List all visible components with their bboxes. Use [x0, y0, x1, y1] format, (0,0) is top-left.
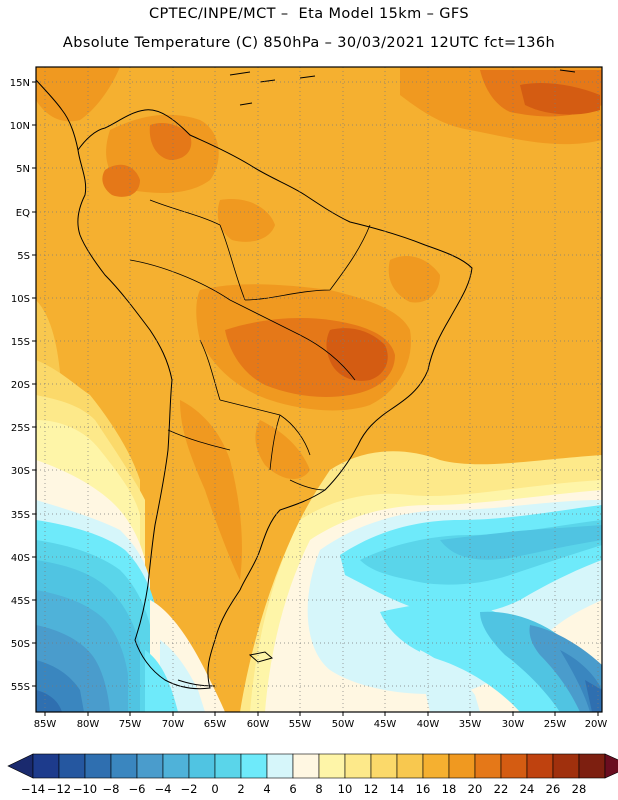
latitude-labels: 15N 10N 5N EQ 5S 10S 15S 20S 25S 30S 35S… [10, 78, 30, 693]
lat-label: EQ [16, 208, 30, 219]
lat-label: 10N [10, 121, 30, 132]
caribbean-islands [229, 69, 576, 106]
colorbar-label: −8 [103, 782, 120, 796]
colorbar-label: 26 [546, 782, 561, 796]
lat-label: 50S [11, 639, 30, 650]
lat-label: 40S [11, 553, 30, 564]
lon-label: 35W [459, 719, 482, 730]
lat-label: 5N [16, 164, 30, 175]
colorbar-swatch [474, 753, 502, 779]
colorbar-label: −6 [129, 782, 146, 796]
colorbar-label: 10 [338, 782, 353, 796]
colorbar-swatch [58, 753, 86, 779]
tierra-del-fuego [177, 679, 216, 687]
colorbar-max-arrow [604, 753, 618, 779]
longitude-labels: 85W 80W 75W 70W 65W 60W 55W 50W 45W 40W … [34, 719, 608, 730]
colorbar-swatch [110, 753, 138, 779]
colorbar-swatch [292, 753, 320, 779]
lon-label: 65W [204, 719, 227, 730]
colorbar-label: 24 [520, 782, 535, 796]
colorbar-label: 2 [237, 782, 244, 796]
lon-label: 80W [77, 719, 100, 730]
map-title-line2: Absolute Temperature (C) 850hPa – 30/03/… [62, 35, 556, 51]
colorbar-label: 14 [390, 782, 405, 796]
colorbar-swatch [578, 753, 606, 779]
colorbar-swatch [526, 753, 554, 779]
lon-label: 70W [162, 719, 185, 730]
colorbar-swatch [500, 753, 528, 779]
colorbar-swatch [318, 753, 346, 779]
lat-label: 5S [17, 251, 30, 262]
lat-label: 10S [11, 294, 30, 305]
colorbar-label: 6 [289, 782, 296, 796]
colorbar-swatch [188, 753, 216, 779]
colorbar-swatch [214, 753, 242, 779]
falkland-islands [248, 651, 274, 663]
colorbar-swatch [396, 753, 424, 779]
lat-label: 15S [11, 337, 30, 348]
colorbar-label: 20 [468, 782, 483, 796]
colorbar-label: 18 [442, 782, 457, 796]
colorbar-swatch [266, 753, 294, 779]
colorbar-label: −2 [181, 782, 198, 796]
colorbar-min-arrow [7, 753, 34, 779]
colorbar-label: 12 [364, 782, 379, 796]
colorbar-swatch [136, 753, 164, 779]
lon-label: 55W [289, 719, 312, 730]
colorbar-swatch [162, 753, 190, 779]
colorbar-swatch [32, 753, 60, 779]
colorbar-swatch [84, 753, 112, 779]
colorbar-label: 16 [416, 782, 431, 796]
lon-label: 50W [332, 719, 355, 730]
colorbar-label: 22 [494, 782, 509, 796]
colorbar: −14 −12 −10 −8 −6 −4 −2 0 2 4 6 8 10 12 14 16 18 20 22 24 26… [7, 753, 618, 796]
lat-label: 55S [11, 682, 30, 693]
map-title-line1: CPTEC/INPE/MCT – Eta Model 15km – GFS [148, 6, 470, 22]
colorbar-swatch [422, 753, 450, 779]
lon-label: 60W [247, 719, 270, 730]
central-america-coastline [36, 79, 79, 151]
colorbar-swatch [552, 753, 580, 779]
lat-label: 35S [11, 510, 30, 521]
lat-label: 20S [11, 380, 30, 391]
lon-label: 75W [119, 719, 142, 730]
map-frame [35, 66, 603, 713]
lon-label: 40W [417, 719, 440, 730]
lon-label: 85W [34, 719, 57, 730]
colorbar-label: −12 [47, 782, 71, 796]
colorbar-label: 8 [315, 782, 322, 796]
temperature-field [36, 67, 602, 712]
colorbar-label: −10 [73, 782, 97, 796]
colorbar-swatch [448, 753, 476, 779]
lat-label: 45S [11, 596, 30, 607]
lon-label: 20W [585, 719, 608, 730]
colorbar-label: 4 [263, 782, 270, 796]
country-borders [129, 199, 371, 491]
lon-label: 30W [502, 719, 525, 730]
lat-label: 30S [11, 466, 30, 477]
colorbar-label: 28 [572, 782, 587, 796]
lat-label: 25S [11, 423, 30, 434]
lon-label: 45W [374, 719, 397, 730]
colorbar-label: 0 [211, 782, 218, 796]
colorbar-label: −4 [155, 782, 172, 796]
lat-label: 15N [10, 78, 30, 89]
lon-label: 25W [544, 719, 567, 730]
axis-ticks [32, 81, 599, 716]
colorbar-swatch [344, 753, 372, 779]
colorbar-swatch [370, 753, 398, 779]
colorbar-swatch [240, 753, 268, 779]
colorbar-label: −14 [21, 782, 45, 796]
